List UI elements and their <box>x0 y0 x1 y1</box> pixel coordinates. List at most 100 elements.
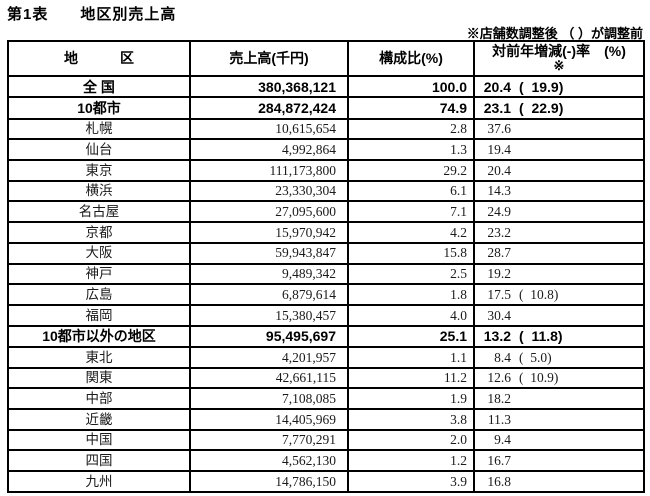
rate-value: 28.7 <box>487 245 511 261</box>
rate-value: 37.6 <box>487 121 511 137</box>
region-cell: 10都市以外の地区 <box>7 324 191 348</box>
region-cell: 仙台 <box>7 138 191 162</box>
sales-cell: 6,879,614 <box>189 283 349 306</box>
rate-pre-adjustment-value: ( 5.0) <box>519 349 552 365</box>
share-cell: 3.8 <box>347 408 475 431</box>
adjustment-note: ※店舗数調整後 （ ）が調整前 <box>466 26 643 41</box>
share-cell: 29.2 <box>347 159 475 182</box>
sales-cell: 15,970,942 <box>189 221 349 244</box>
rate-cell: 18.2 <box>473 387 645 411</box>
share-cell: 3.9 <box>347 470 475 493</box>
rate-value: 18.2 <box>487 390 511 406</box>
table-row: 東京 111,173,800 29.2 20.4 <box>7 159 645 182</box>
share-cell: 7.1 <box>347 200 475 224</box>
rate-cell: 13.2 ( 11.8) <box>473 324 645 348</box>
rate-value: 12.6 <box>487 370 511 386</box>
table-row: 九州 14,786,150 3.9 16.8 <box>7 470 645 493</box>
sales-cell: 4,562,130 <box>189 449 349 473</box>
rate-value: 23.1 <box>483 100 511 117</box>
rate-cell: 17.5 ( 10.8) <box>473 283 645 306</box>
rate-pre-adjustment-value: ( 10.9) <box>519 370 559 386</box>
share-cell: 2.8 <box>347 117 475 141</box>
rate-cell: 20.4 ( 19.9) <box>473 74 645 99</box>
region-cell: 大阪 <box>7 241 191 265</box>
table-row: 広島 6,879,614 1.8 17.5 ( 10.8) <box>7 283 645 306</box>
share-cell: 1.2 <box>347 449 475 473</box>
region-cell: 神戸 <box>7 262 191 286</box>
table-row: 近畿 14,405,969 3.8 11.3 <box>7 408 645 431</box>
yoy-rate-column-header: 対前年増減(-)率 (%) ※ <box>473 40 645 77</box>
page-title: 第1表 地区別売上高 <box>7 6 177 23</box>
table-row: 横浜 23,330,304 6.1 14.3 <box>7 179 645 203</box>
rate-value: 13.2 <box>483 328 511 345</box>
table-row: 東北 4,201,957 1.1 8.4 ( 5.0) <box>7 345 645 369</box>
header-row: 地 区 売上高(千円) 構成比(%) 対前年増減(-)率 (%) ※ <box>7 40 645 77</box>
sales-cell: 284,872,424 <box>189 96 349 120</box>
yoy-rate-header-line2: ※ <box>553 58 565 74</box>
rate-value: 8.4 <box>494 349 511 365</box>
table-row: 京都 15,970,942 4.2 23.2 <box>7 221 645 244</box>
rate-cell: 16.8 <box>473 470 645 493</box>
rate-cell: 19.4 <box>473 138 645 162</box>
rate-value: 24.9 <box>487 204 511 220</box>
region-cell: 中部 <box>7 387 191 411</box>
table-row: 関東 42,661,115 11.2 12.6 ( 10.9) <box>7 366 645 390</box>
rate-value: 19.4 <box>487 142 511 157</box>
rate-cell: 24.9 <box>473 200 645 224</box>
sales-cell: 27,095,600 <box>189 200 349 224</box>
rate-value: 16.7 <box>487 452 511 468</box>
rate-value: 19.2 <box>487 266 511 282</box>
region-cell: 東京 <box>7 159 191 182</box>
rate-cell: 9.4 <box>473 428 645 452</box>
share-cell: 1.1 <box>347 345 475 369</box>
share-cell: 2.0 <box>347 428 475 452</box>
sales-cell: 14,405,969 <box>189 408 349 431</box>
region-cell: 近畿 <box>7 408 191 431</box>
sales-cell: 95,495,697 <box>189 324 349 348</box>
rate-cell: 20.4 <box>473 159 645 182</box>
share-cell: 11.2 <box>347 366 475 390</box>
region-column-header: 地 区 <box>7 40 191 77</box>
table-body: 全 国 380,368,121 100.0 20.4( 19.9) 10都市 284,87… <box>7 74 645 493</box>
sales-cell: 23,330,304 <box>189 179 349 203</box>
region-cell: 四国 <box>7 449 191 473</box>
rate-value: 11.3 <box>487 411 511 427</box>
rate-value: 16.8 <box>487 473 511 489</box>
region-cell: 東北 <box>7 345 191 369</box>
table-row: 10都市以外の地区 95,495,697 25.1 13.2 ( 11.8) <box>7 324 645 348</box>
rate-value: 23.2 <box>487 224 511 240</box>
table-row: 神戸 9,489,342 2.5 19.2 <box>7 262 645 286</box>
rate-cell: 19.2 <box>473 262 645 286</box>
table-row: 全 国 380,368,121 100.0 20.4 ( 19.9) <box>7 74 645 99</box>
sales-cell: 7,770,291 <box>189 428 349 452</box>
sales-cell: 15,380,457 <box>189 303 349 327</box>
table-row: 10都市 284,872,424 74.9 23.1 ( 22.9) <box>7 96 645 120</box>
rate-cell: 8.4 ( 5.0) <box>473 345 645 369</box>
share-cell: 1.8 <box>347 283 475 306</box>
rate-pre-adjustment-value: ( 22.9) <box>519 100 564 117</box>
region-cell: 関東 <box>7 366 191 390</box>
rate-cell: 28.7 <box>473 241 645 265</box>
region-cell: 広島 <box>7 283 191 306</box>
rate-value: 17.5 <box>487 286 511 302</box>
region-cell: 札幌 <box>7 117 191 141</box>
share-cell: 4.2 <box>347 221 475 244</box>
table-row: 福岡 15,380,457 4.0 30.4 <box>7 303 645 327</box>
sales-cell: 14,786,150 <box>189 470 349 493</box>
rate-cell: 12.6 ( 10.9) <box>473 366 645 390</box>
table-row: 大阪 59,943,847 15.8 28.7 <box>7 241 645 265</box>
sales-cell: 59,943,847 <box>189 241 349 265</box>
sales-cell: 10,615,654 <box>189 117 349 141</box>
rate-value: 20.4 <box>483 78 511 95</box>
share-cell: 74.9 <box>347 96 475 120</box>
sales-cell: 9,489,342 <box>189 262 349 286</box>
rate-cell: 30.4 <box>473 303 645 327</box>
share-cell: 25.1 <box>347 324 475 348</box>
region-cell: 横浜 <box>7 179 191 203</box>
region-cell: 全 国 <box>7 74 191 99</box>
share-column-header: 構成比(%) <box>347 40 475 77</box>
sales-cell: 380,368,121 <box>189 74 349 99</box>
sales-cell: 7,108,085 <box>189 387 349 411</box>
rate-cell: 16.7 <box>473 449 645 473</box>
